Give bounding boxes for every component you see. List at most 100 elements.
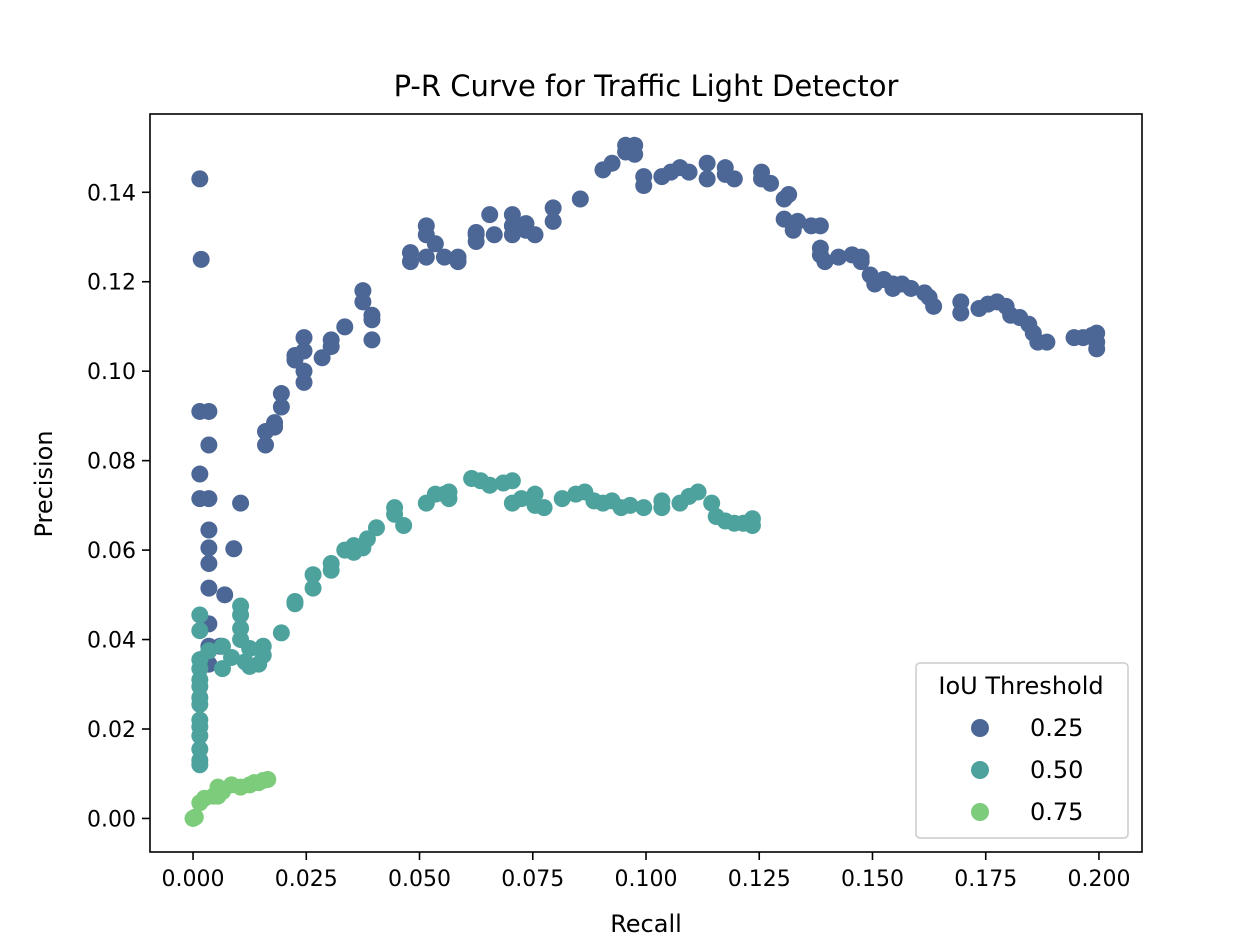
data-point [725, 170, 743, 188]
data-point [191, 727, 209, 745]
x-tick-label: 0.125 [728, 867, 791, 892]
data-point [762, 174, 780, 192]
data-point [435, 248, 453, 266]
data-point [517, 215, 535, 233]
data-point [322, 561, 340, 579]
legend-marker [971, 803, 989, 821]
data-point [811, 217, 829, 235]
x-tick-label: 0.150 [841, 867, 904, 892]
y-tick-label: 0.04 [87, 629, 136, 654]
data-point [621, 496, 639, 514]
y-tick-label: 0.00 [87, 807, 136, 832]
data-point [191, 606, 209, 624]
data-point [216, 586, 234, 604]
data-point [367, 519, 385, 537]
y-tick-label: 0.10 [87, 360, 136, 385]
y-tick-label: 0.08 [87, 450, 136, 475]
x-tick-label: 0.000 [162, 867, 225, 892]
data-point [191, 465, 209, 483]
legend-label: 0.50 [1030, 756, 1083, 784]
data-point [395, 516, 413, 534]
x-tick-label: 0.100 [615, 867, 678, 892]
data-point [259, 771, 277, 789]
legend-frame [915, 662, 1129, 839]
data-point [200, 402, 218, 420]
data-point [200, 490, 218, 508]
data-point [232, 606, 250, 624]
data-point [680, 163, 698, 181]
data-point [200, 539, 218, 557]
legend: IoU Threshold 0.25 0.50 0.75 [915, 662, 1129, 839]
series-0.25 [191, 136, 1106, 673]
data-point [698, 154, 716, 172]
data-point [363, 331, 381, 349]
chart-title: P-R Curve for Traffic Light Detector [394, 69, 899, 103]
y-axis-ticks: 0.00 0.02 0.04 0.06 0.08 0.10 0.12 0.14 [87, 181, 150, 832]
data-point [241, 639, 259, 657]
data-point [1038, 333, 1056, 351]
data-point [304, 579, 322, 597]
data-point [336, 318, 354, 336]
data-point [544, 199, 562, 217]
data-point [426, 235, 444, 253]
data-point [354, 293, 372, 311]
data-point [449, 253, 467, 271]
data-point [1088, 340, 1106, 358]
data-point [780, 186, 798, 204]
y-tick-label: 0.12 [87, 271, 136, 296]
data-point [232, 494, 250, 512]
data-point [272, 398, 290, 416]
data-point [225, 540, 243, 558]
legend-marker [971, 719, 989, 737]
x-tick-label: 0.025 [275, 867, 338, 892]
data-point [401, 244, 419, 262]
data-point [535, 499, 553, 517]
data-point [363, 306, 381, 324]
data-point [254, 637, 272, 655]
data-point [553, 490, 571, 508]
plot-points-layer [184, 136, 1106, 827]
y-tick-label: 0.14 [87, 181, 136, 206]
data-point [698, 170, 716, 188]
x-tick-label: 0.175 [954, 867, 1017, 892]
data-point [295, 342, 313, 360]
data-point [295, 373, 313, 391]
legend-entry-0.50: 0.50 [971, 756, 1083, 784]
data-point [481, 206, 499, 224]
data-point [512, 490, 530, 508]
data-point [503, 472, 521, 490]
data-point [571, 190, 589, 208]
data-point [952, 304, 970, 322]
data-point [902, 279, 920, 297]
data-point [653, 499, 671, 517]
legend-marker [971, 761, 989, 779]
series-0.75 [184, 771, 277, 827]
data-point [485, 226, 503, 244]
data-point [852, 248, 870, 266]
data-point [295, 329, 313, 347]
data-point [200, 555, 218, 573]
data-point [186, 808, 204, 826]
data-point [191, 170, 209, 188]
data-point [417, 217, 435, 235]
legend-label: 0.25 [1030, 714, 1083, 742]
x-axis-label: Recall [610, 910, 682, 938]
data-point [703, 494, 721, 512]
data-point [200, 579, 218, 597]
y-axis-label: Precision [30, 430, 58, 537]
y-tick-label: 0.06 [87, 539, 136, 564]
data-point [467, 224, 485, 242]
data-point [191, 695, 209, 713]
data-point [925, 297, 943, 315]
x-tick-label: 0.200 [1067, 867, 1130, 892]
legend-title: IoU Threshold [938, 672, 1103, 700]
data-point [200, 642, 218, 660]
x-axis-ticks: 0.000 0.025 0.050 0.075 0.100 0.125 0.150 0.175… [162, 852, 1130, 892]
data-point [191, 756, 209, 774]
data-point [503, 217, 521, 235]
data-point [304, 566, 322, 584]
data-point [635, 168, 653, 186]
data-point [223, 648, 241, 666]
data-point [200, 521, 218, 539]
